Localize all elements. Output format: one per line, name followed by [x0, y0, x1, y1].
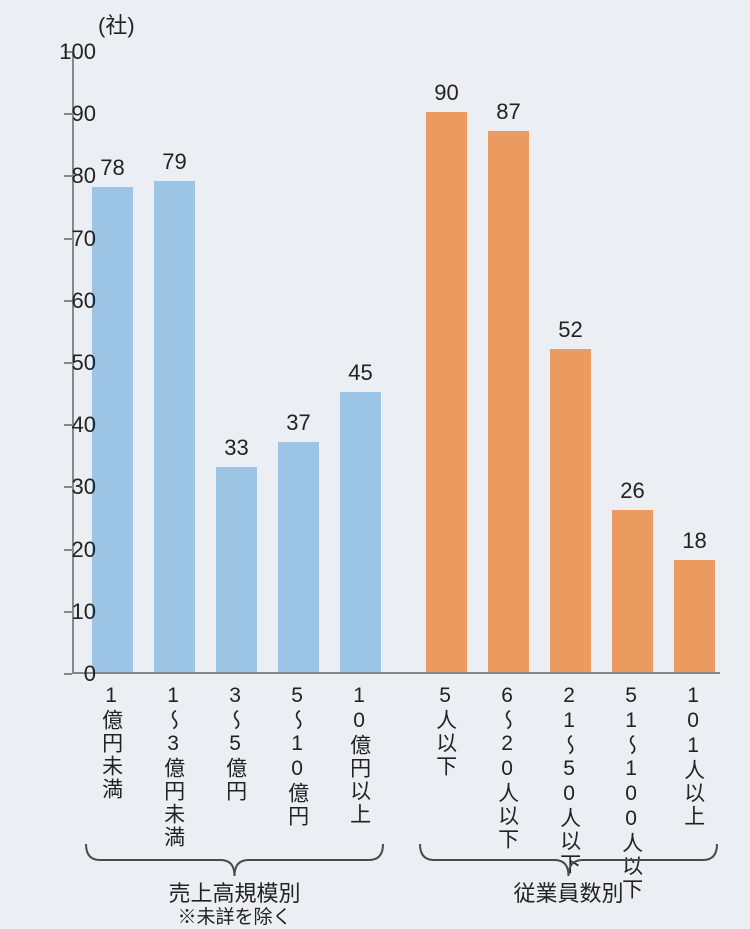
plot-area: 78793337459087522618: [72, 52, 720, 674]
bar-chart: (社) 78793337459087522618 010203040506070…: [0, 0, 750, 926]
bar: 87: [488, 131, 529, 672]
y-axis-unit: (社): [98, 8, 135, 40]
bar-value-label: 79: [154, 149, 195, 175]
y-tick-label: 20: [46, 537, 96, 563]
bar-value-label: 52: [550, 317, 591, 343]
x-category-label: 5人以下: [433, 684, 457, 778]
bar: 52: [550, 349, 591, 672]
y-tick-label: 30: [46, 474, 96, 500]
y-tick-label: 10: [46, 599, 96, 625]
y-tick-label: 50: [46, 350, 96, 376]
bar: 26: [612, 510, 653, 672]
bar: 18: [674, 560, 715, 672]
group-label: 従業員数別: [418, 876, 719, 908]
bar-value-label: 33: [216, 435, 257, 461]
group-note: ※未詳を除く: [84, 902, 385, 929]
bar: 33: [216, 467, 257, 672]
y-tick-label: 70: [46, 226, 96, 252]
y-tick-label: 40: [46, 412, 96, 438]
x-category-label: 6〜20人以下: [495, 684, 519, 851]
x-category-label: 10億円以上: [347, 684, 371, 826]
x-category-label: 101人以上: [681, 684, 705, 828]
bar-value-label: 18: [674, 528, 715, 554]
bar-value-label: 37: [278, 410, 319, 436]
x-category-label: 1〜3億円未満: [161, 684, 185, 849]
bar: 79: [154, 181, 195, 672]
bar-value-label: 78: [92, 155, 133, 181]
bar: 78: [92, 187, 133, 672]
x-category-label: 3〜5億円: [223, 684, 247, 803]
x-axis-labels: 1億円未満1〜3億円未満3〜5億円5〜10億円10億円以上5人以下6〜20人以下…: [72, 680, 720, 840]
x-category-label: 1億円未満: [99, 684, 123, 801]
bar: 45: [340, 392, 381, 672]
bar-value-label: 26: [612, 478, 653, 504]
bar-value-label: 45: [340, 360, 381, 386]
bar: 90: [426, 112, 467, 672]
bar-value-label: 87: [488, 99, 529, 125]
y-tick-label: 80: [46, 163, 96, 189]
y-tick-label: 60: [46, 288, 96, 314]
bar-value-label: 90: [426, 80, 467, 106]
y-tick-label: 100: [46, 39, 96, 65]
bar: 37: [278, 442, 319, 672]
y-tick-label: 90: [46, 101, 96, 127]
x-category-label: 5〜10億円: [285, 684, 309, 828]
